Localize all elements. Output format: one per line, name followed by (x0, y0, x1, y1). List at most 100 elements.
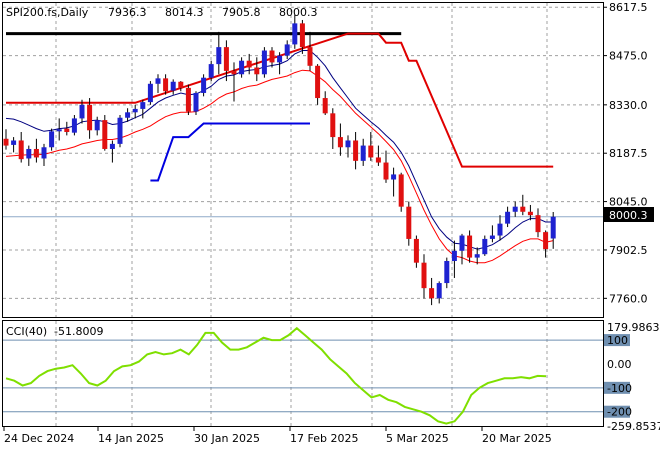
candle-body (284, 44, 290, 56)
candle-body (421, 262, 427, 289)
candle-body (170, 81, 176, 91)
candle (185, 84, 191, 116)
candle-body (231, 70, 237, 75)
candle (429, 277, 435, 306)
candle-body (109, 143, 115, 149)
candle (292, 14, 298, 49)
candle-body (208, 64, 214, 78)
candle (406, 201, 412, 246)
price-panel-frame (2, 2, 604, 318)
cci-tick-label: -200 (607, 406, 632, 419)
candle-body (216, 47, 222, 65)
candle-body (71, 118, 77, 133)
cci-level-tag (604, 381, 630, 394)
candle-body (383, 162, 389, 180)
candle (193, 91, 199, 116)
candle (71, 115, 77, 136)
candle (550, 212, 556, 249)
candle-body (269, 50, 275, 63)
price-tick-label: 7902.5 (609, 244, 648, 257)
candle (459, 233, 465, 265)
candle-body (444, 260, 450, 284)
candle-body (550, 216, 556, 239)
candle-body (117, 117, 123, 144)
candle (147, 81, 153, 105)
candle-body (87, 104, 93, 131)
candle-body (163, 78, 169, 92)
candle (223, 40, 229, 82)
candle-body (535, 215, 541, 233)
candle (337, 123, 343, 156)
candle-body (467, 235, 473, 258)
cci-level-tag (604, 405, 630, 418)
cci-title: CCI(40) (6, 325, 47, 338)
candle (155, 74, 161, 93)
cci-tick-label: 100 (607, 334, 628, 347)
candle (505, 206, 511, 228)
candle (398, 172, 404, 212)
candle (254, 57, 260, 82)
candle (436, 281, 442, 304)
candle (170, 79, 176, 95)
candle (201, 74, 207, 97)
candle (41, 143, 47, 166)
candle-body (239, 60, 245, 75)
moving-averages (5, 50, 554, 264)
candle-body (406, 206, 412, 239)
price-tick-label: 8187.5 (609, 147, 648, 160)
candle (383, 150, 389, 183)
candle-body (520, 206, 526, 212)
candle (467, 230, 473, 263)
candle (543, 230, 549, 258)
candle-body (337, 137, 343, 148)
candle-body (254, 67, 260, 75)
candle-body (413, 238, 419, 263)
price-tick-label: 8045.0 (609, 196, 648, 209)
candle (269, 47, 275, 68)
moving-average-line (5, 50, 554, 250)
candle-body (299, 23, 305, 48)
candle (49, 128, 55, 151)
candle (482, 235, 488, 256)
price-axis-ticks: 8617.5 8475.0 8330.0 8187.5 8045.0 7902.5 7760… (603, 1, 648, 305)
cci-tick-label: 179.9863 (607, 321, 660, 334)
cci-tick-label: 0.00 (607, 358, 632, 371)
candle (520, 194, 526, 216)
ohlc-open: 7936.3 (108, 6, 147, 19)
candle (239, 57, 245, 78)
candle (246, 53, 252, 75)
price-tick-label: 7760.0 (609, 292, 648, 305)
candle-body (489, 235, 495, 239)
cci-series-line (5, 326, 547, 425)
candle (94, 116, 100, 136)
time-tick-label: 24 Dec 2024 (4, 432, 74, 445)
candle (140, 99, 146, 119)
candle-body (155, 78, 161, 84)
cci-tick-label: -100 (607, 382, 632, 395)
time-axis-ticks: 24 Dec 2024 14 Jan 2025 30 Jan 2025 17 Feb … (3, 426, 552, 445)
candle-body (292, 23, 298, 45)
candle (18, 131, 24, 163)
cci-level-tag (604, 334, 630, 347)
candle (368, 131, 374, 161)
time-tick-label: 20 Mar 2025 (482, 432, 552, 445)
candle (284, 40, 290, 60)
candle (360, 138, 366, 166)
candle-body (360, 145, 366, 161)
ohlc-low: 7905.8 (222, 6, 261, 19)
candle-body (398, 174, 404, 207)
candle (117, 115, 123, 148)
candle-body (41, 147, 47, 159)
candle (109, 140, 115, 163)
candle (489, 225, 495, 243)
candle (474, 247, 480, 265)
price-tick-label: 8475.0 (609, 50, 648, 63)
candle-body (140, 102, 146, 109)
cci-value: -51.8009 (54, 325, 103, 338)
cci-level-lines (3, 339, 603, 413)
candle (11, 137, 17, 153)
cci-line (5, 326, 547, 425)
candle-body (330, 113, 336, 138)
candle-body (79, 104, 85, 119)
candle (497, 215, 503, 241)
